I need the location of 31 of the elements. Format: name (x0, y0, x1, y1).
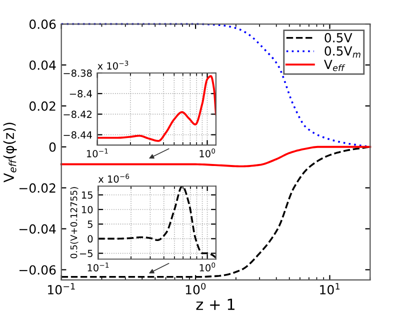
y-tick-label: −8.44 (64, 131, 92, 139)
y-tick-label: −8.42 (64, 110, 92, 118)
y-tick-label: 0.02 (29, 101, 56, 111)
y-axis-title: V$_{eff}$(φ(z)) (3, 122, 17, 182)
y-tick-label: 0 (88, 235, 93, 243)
annotation: x 10$^{−3}$ (98, 60, 128, 70)
legend-label: 0.5V$_{m}$ (324, 46, 360, 58)
x-tick-label: 10$^{0}$ (200, 148, 216, 158)
x-tick-label: 10$^{−1}$ (86, 148, 108, 158)
y-tick-label: −0.04 (20, 224, 56, 234)
y-tick-label: −0.02 (20, 183, 56, 193)
y-axis-title: 0.5(V+0.12755) (70, 187, 78, 258)
y-tick-label: −5 (80, 250, 92, 258)
y-tick-label: −8.4 (70, 90, 92, 98)
y-tick-label: 15 (82, 191, 92, 199)
y-tick-label: 0.04 (29, 60, 56, 70)
y-tick-label: 5 (88, 220, 92, 228)
x-tick-label: 10$^{0}$ (200, 262, 216, 272)
y-tick-label: 0 (49, 142, 56, 152)
x-axis-title: z + 1 (196, 298, 234, 310)
y-tick-label: 10 (82, 206, 93, 214)
legend-label: 0.5V (324, 32, 352, 42)
x-tick-label: 10$^{−1}$ (88, 262, 109, 272)
annotation: x 10$^{−6}$ (98, 174, 130, 183)
y-tick-label: −0.06 (20, 265, 56, 275)
legend-label: V$_{eff}$ (324, 60, 346, 72)
y-tick-label: −8.38 (64, 69, 92, 77)
x-tick-label: 10$^{1}$ (320, 283, 340, 294)
x-tick-label: 10$^{−1}$ (48, 283, 75, 294)
y-tick-label: 0.06 (29, 19, 56, 29)
x-tick-label: 10$^{0}$ (186, 282, 206, 294)
